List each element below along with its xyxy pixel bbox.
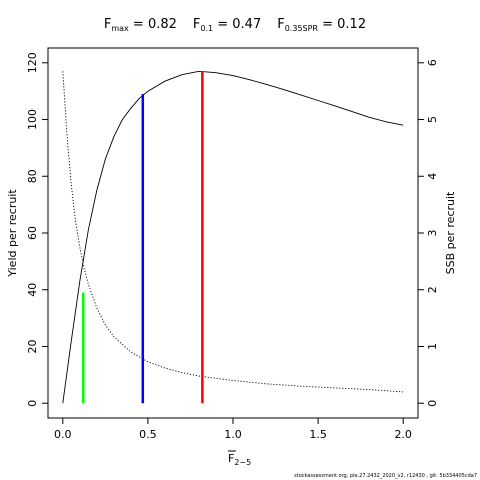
- y-left-tick-label: 60: [26, 226, 39, 240]
- y-left-tick-label: 80: [26, 169, 39, 183]
- y-axis-label-right: SSB per recruit: [444, 191, 457, 274]
- y-left-tick-label: 100: [26, 109, 39, 130]
- title-symbol: F: [277, 17, 284, 32]
- title-value: = 0.47: [213, 17, 261, 32]
- y-right-tick-label: 3: [426, 230, 439, 237]
- y-right-tick-label: 6: [426, 59, 439, 66]
- y-right-tick-label: 2: [426, 286, 439, 293]
- y-axis-right: 0 1 2 3 4 5 6: [418, 59, 439, 407]
- x-tick-label: 1.0: [224, 428, 242, 441]
- y-right-tick-label: 0: [426, 400, 439, 407]
- y-left-tick-label: 40: [26, 283, 39, 297]
- y-left-tick-label: 0: [26, 400, 39, 407]
- plot-frame: [47, 47, 419, 419]
- y-axis-left: 0 20 40 60 80 100 120: [26, 52, 48, 407]
- x-tick-label: 0.0: [54, 428, 72, 441]
- title-symbol: F: [104, 17, 111, 32]
- curves: [62, 70, 404, 404]
- y-left-tick-label: 20: [26, 339, 39, 353]
- title-text: Fmax = 0.82 F0.1 = 0.47 F0.35SPR = 0.12: [104, 17, 366, 33]
- title-subscript: 0.35SPR: [285, 24, 319, 33]
- y-right-tick-label: 1: [426, 343, 439, 350]
- title-value: = 0.12: [318, 17, 366, 32]
- yield-per-recruit-curve: [62, 70, 404, 404]
- x-axis-label: F2−5: [228, 450, 251, 467]
- ssb-per-recruit-curve: [62, 71, 404, 393]
- x-tick-label: 1.5: [309, 428, 327, 441]
- y-right-tick-label: 4: [426, 173, 439, 180]
- x-tick-label: 2.0: [394, 428, 412, 441]
- x-label-symbol: F: [228, 452, 234, 465]
- footer-note: stockassessment.org, ple.27.2432_2020_v2…: [294, 473, 477, 479]
- title-value: = 0.82: [129, 17, 177, 32]
- reference-lines: [81, 71, 204, 404]
- title-subscript: max: [111, 24, 129, 33]
- x-label-text: F2−5: [228, 452, 251, 467]
- x-label-subscript: 2−5: [234, 458, 251, 467]
- title-symbol: F: [193, 17, 200, 32]
- y-axis-label-left: Yield per recruit: [6, 189, 19, 278]
- y-left-tick-label: 120: [26, 52, 39, 73]
- title-subscript: 0.1: [200, 24, 213, 33]
- chart-title: Fmax = 0.82 F0.1 = 0.47 F0.35SPR = 0.12: [104, 17, 366, 33]
- x-axis: 0.0 0.5 1.0 1.5 2.0: [54, 418, 412, 441]
- x-tick-label: 0.5: [139, 428, 157, 441]
- y-right-tick-label: 5: [426, 116, 439, 123]
